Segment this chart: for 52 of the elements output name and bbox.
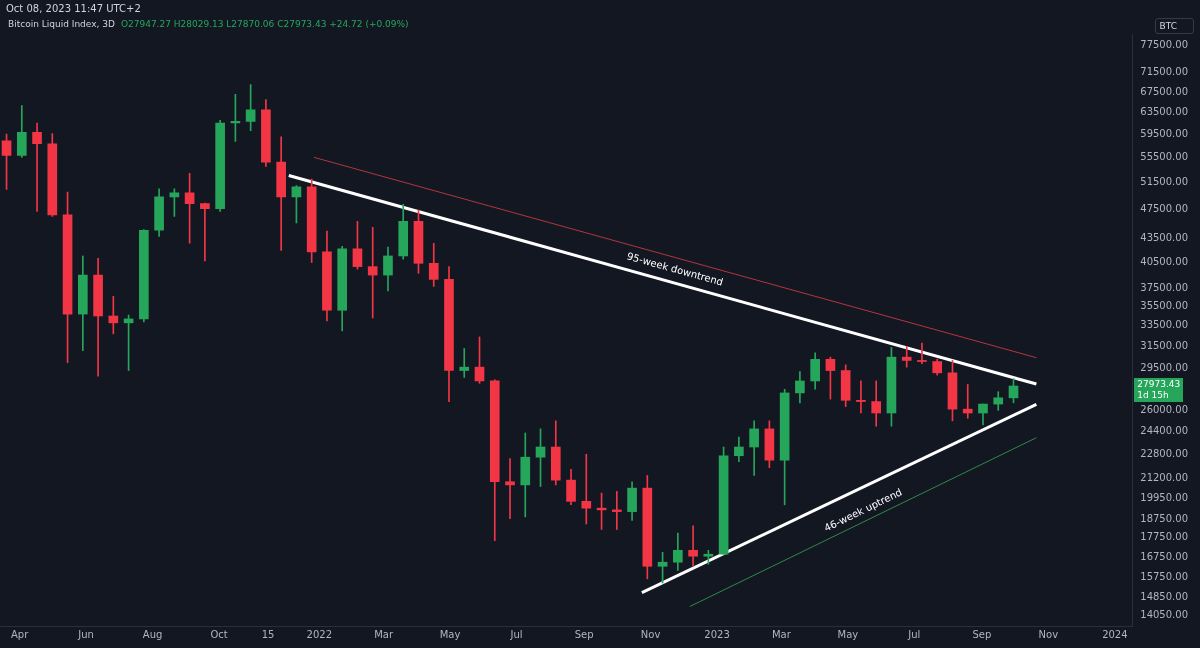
- y-tick-label: 33500.00: [1140, 319, 1188, 331]
- y-tick-label: 35500.00: [1140, 300, 1188, 312]
- y-tick-label: 14850.00: [1140, 590, 1188, 602]
- x-tick-label: Aug: [142, 628, 163, 640]
- x-tick-label: Nov: [1038, 628, 1059, 640]
- x-tick-label: Apr: [10, 628, 30, 640]
- x-tick-label: Sep: [574, 628, 594, 640]
- y-tick-label: 59500.00: [1140, 127, 1188, 139]
- y-tick-label: 43500.00: [1140, 232, 1188, 244]
- y-tick-label: 26000.00: [1140, 404, 1188, 416]
- x-tick-label: Jul: [907, 628, 921, 640]
- y-tick-label: 37500.00: [1140, 281, 1188, 293]
- y-tick-label: 21200.00: [1140, 472, 1188, 484]
- x-tick-label: May: [439, 628, 461, 640]
- y-tick-label: 40500.00: [1140, 256, 1188, 268]
- text: Oct 08, 2023 11:47 UTC+2: [6, 3, 141, 14]
- x-tick-label: 15: [261, 628, 275, 640]
- y-tick-label: 19950.00: [1140, 492, 1188, 504]
- y-tick-label: 77500.00: [1140, 39, 1188, 51]
- y-tick-label: 18750.00: [1140, 513, 1188, 525]
- x-tick-label: 2024: [1102, 628, 1128, 640]
- x-tick-label: 2022: [306, 628, 333, 640]
- y-tick-label: 17750.00: [1140, 531, 1188, 543]
- x-tick-label: Mar: [771, 628, 792, 640]
- y-tick-label: 15750.00: [1140, 571, 1188, 583]
- text: 1d 15h: [1137, 390, 1170, 401]
- candlestick: [917, 342, 927, 365]
- y-tick-label: 24400.00: [1140, 425, 1188, 437]
- x-tick-label: Oct: [210, 628, 228, 640]
- y-tick-label: 51500.00: [1140, 175, 1188, 187]
- candlestick: [200, 202, 210, 262]
- y-tick-label: 22800.00: [1140, 447, 1188, 459]
- y-tick-label: 47500.00: [1140, 202, 1188, 214]
- chart-title: Bitcoin Liquid Index, 3D: [8, 19, 115, 29]
- x-tick-label: Nov: [640, 628, 661, 640]
- y-tick-label: 14050.00: [1140, 609, 1188, 621]
- y-tick-label: 16750.00: [1140, 550, 1188, 562]
- y-tick-label: 67500.00: [1140, 85, 1188, 97]
- x-tick-label: 2023: [704, 628, 730, 640]
- y-tick-label: 29500.00: [1140, 361, 1188, 373]
- x-tick-label: Sep: [972, 628, 992, 640]
- y-tick-label: 71500.00: [1140, 66, 1188, 78]
- chart-subtitle: O27947.27 H28029.13 L27870.06 C27973.43 +24.72 (+0.09%): [120, 19, 409, 29]
- y-tick-label: 55500.00: [1140, 150, 1188, 162]
- text: 27973.43: [1137, 379, 1181, 390]
- x-tick-label: Jun: [77, 628, 94, 640]
- x-tick-label: Jul: [509, 628, 523, 640]
- x-tick-label: May: [837, 628, 859, 640]
- y-tick-label: 63500.00: [1140, 105, 1188, 117]
- text: BTC: [1154, 18, 1194, 34]
- x-tick-label: Mar: [374, 628, 394, 640]
- y-tick-label: 31500.00: [1140, 339, 1188, 351]
